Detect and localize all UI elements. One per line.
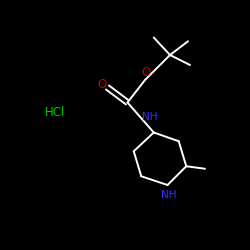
Text: O: O: [98, 78, 106, 92]
Text: NH: NH: [142, 112, 157, 122]
Text: HCl: HCl: [45, 106, 65, 119]
Text: O: O: [142, 66, 151, 80]
Text: NH: NH: [161, 190, 176, 200]
